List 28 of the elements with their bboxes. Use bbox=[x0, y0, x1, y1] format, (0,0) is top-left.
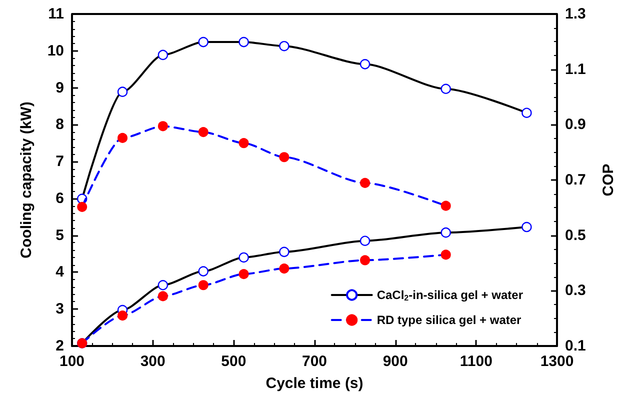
y2-tick-label: 0.3 bbox=[565, 282, 586, 300]
y-tick-label: 6 bbox=[56, 190, 64, 207]
x-tick-label: 300 bbox=[140, 353, 166, 370]
x-axis-title: Cycle time (s) bbox=[266, 375, 364, 392]
y-axis-title: Cooling capacity (kW) bbox=[18, 102, 35, 258]
x-tick-label: 100 bbox=[59, 353, 85, 370]
y-tick-label: 9 bbox=[56, 79, 64, 96]
y-tick-label: 11 bbox=[48, 6, 64, 22]
x-tick-label: 1300 bbox=[540, 353, 574, 370]
x-tick-label: 900 bbox=[382, 353, 408, 370]
x-tick-label: 700 bbox=[302, 353, 328, 370]
y2-tick-label: 0.5 bbox=[565, 226, 586, 244]
y2-tick-label: 0.1 bbox=[565, 338, 586, 354]
y-tick-label: 2 bbox=[56, 338, 64, 354]
y-tick-label: 3 bbox=[56, 300, 64, 318]
x-tick-label: 500 bbox=[221, 353, 246, 370]
y-tick-label: 10 bbox=[47, 42, 64, 60]
y2-tick-label: 0.9 bbox=[565, 116, 586, 134]
y-tick-label: 5 bbox=[56, 226, 64, 244]
y2-tick-label: 1.3 bbox=[565, 6, 586, 22]
y-tick-label: 8 bbox=[56, 116, 64, 134]
y2-axis-title: COP bbox=[600, 164, 617, 196]
y-tick-label: 7 bbox=[56, 153, 64, 170]
legend-label: RD type silica gel + water bbox=[376, 313, 522, 327]
y-tick-label: 4 bbox=[56, 264, 65, 281]
x-tick-label: 1100 bbox=[460, 353, 492, 370]
y2-tick-label: 1.1 bbox=[565, 60, 586, 78]
y2-tick-label: 0.7 bbox=[565, 172, 586, 188]
